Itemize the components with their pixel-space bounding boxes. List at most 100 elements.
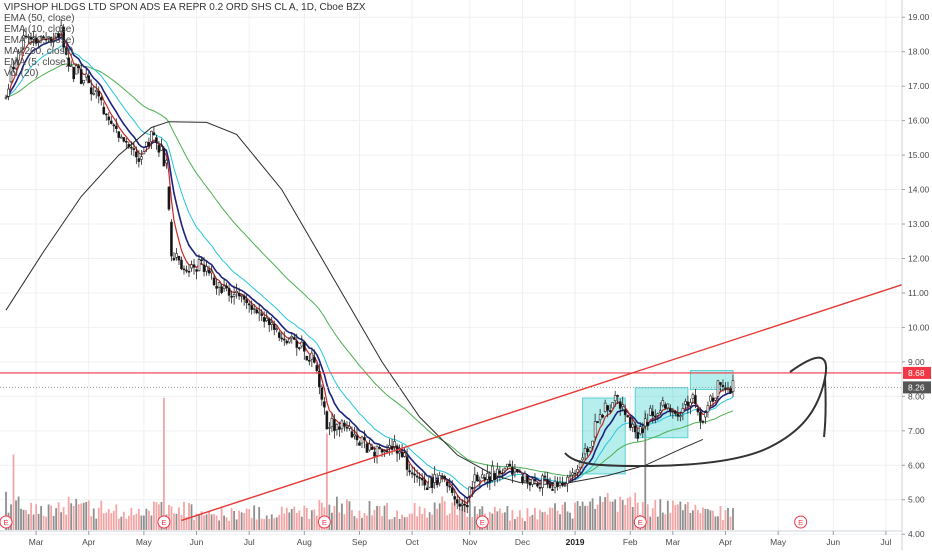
candle-body[interactable] [498, 470, 502, 474]
earnings-marker[interactable] [157, 515, 171, 529]
candle-body[interactable] [648, 407, 652, 416]
candle-body[interactable] [643, 418, 647, 427]
candle-body[interactable] [606, 405, 609, 411]
candle-body[interactable] [120, 136, 123, 139]
candle-body[interactable] [335, 424, 339, 431]
candle-body[interactable] [370, 446, 374, 450]
candle-body[interactable] [142, 151, 146, 155]
candle-body[interactable] [664, 404, 667, 409]
candle-body[interactable] [42, 36, 45, 39]
candle-body[interactable] [684, 401, 687, 405]
candle-body[interactable] [177, 255, 181, 261]
candle-body[interactable] [47, 36, 50, 39]
candle-body[interactable] [651, 411, 655, 417]
candle-body[interactable] [666, 403, 670, 409]
candle-body[interactable] [308, 359, 311, 362]
candle-body[interactable] [714, 397, 717, 401]
candle-body[interactable] [463, 503, 467, 506]
candle-body[interactable] [448, 485, 452, 488]
candle-body[interactable] [152, 132, 156, 136]
candle-body[interactable] [150, 130, 153, 142]
candle-body[interactable] [694, 395, 697, 404]
candle-body[interactable] [287, 338, 291, 343]
candle-body[interactable] [533, 479, 537, 482]
candle-body[interactable] [428, 477, 431, 488]
candle-body[interactable] [267, 318, 271, 326]
candle-body[interactable] [623, 409, 627, 416]
candle-body[interactable] [400, 451, 404, 458]
candle-body[interactable] [22, 35, 25, 49]
candle-body[interactable] [205, 266, 208, 272]
candle-body[interactable] [375, 445, 379, 456]
candle-body[interactable] [104, 113, 108, 116]
candle-body[interactable] [363, 437, 366, 441]
earnings-marker[interactable] [0, 515, 13, 529]
candle-body[interactable] [24, 35, 28, 38]
candle-body[interactable] [483, 477, 487, 481]
candle-body[interactable] [127, 144, 131, 148]
candle-body[interactable] [232, 294, 236, 297]
candle-body[interactable] [87, 75, 91, 84]
candle-body[interactable] [77, 65, 80, 68]
candle-body[interactable] [285, 340, 289, 344]
candle-body[interactable] [473, 474, 477, 483]
candle-body[interactable] [526, 475, 529, 483]
candle-body[interactable] [130, 146, 133, 149]
candle-body[interactable] [295, 340, 299, 348]
candle-body[interactable] [137, 158, 141, 162]
candle-body[interactable] [338, 426, 341, 430]
candle-body[interactable] [222, 285, 226, 290]
earnings-marker[interactable] [475, 515, 489, 529]
candle-body[interactable] [368, 443, 371, 451]
candle-body[interactable] [546, 479, 549, 485]
candle-body[interactable] [408, 470, 411, 473]
candle-body[interactable] [465, 505, 469, 508]
candle-body[interactable] [626, 415, 630, 418]
candle-body[interactable] [611, 402, 614, 409]
candle-body[interactable] [576, 468, 579, 473]
candle-body[interactable] [333, 419, 336, 432]
candle-body[interactable] [681, 408, 685, 413]
candle-body[interactable] [165, 159, 168, 164]
candle-body[interactable] [701, 421, 705, 423]
candle-body[interactable] [686, 401, 690, 407]
candle-body[interactable] [671, 410, 675, 413]
candle-body[interactable] [92, 93, 96, 95]
candle-body[interactable] [709, 395, 712, 402]
candle-body[interactable] [217, 282, 221, 288]
candle-body[interactable] [210, 270, 213, 274]
candle-body[interactable] [403, 452, 406, 457]
candle-body[interactable] [573, 472, 577, 475]
candle-body[interactable] [345, 426, 349, 429]
candle-body[interactable] [711, 397, 715, 402]
candle-body[interactable] [175, 253, 178, 258]
candle-body[interactable] [405, 456, 409, 470]
candle-body[interactable] [180, 259, 183, 270]
candle-body[interactable] [358, 442, 361, 446]
candle-body[interactable] [621, 404, 624, 407]
candle-body[interactable] [445, 481, 449, 487]
candle-body[interactable] [29, 37, 33, 40]
candle-body[interactable] [518, 471, 522, 473]
candle-body[interactable] [225, 285, 228, 289]
candle-body[interactable] [603, 402, 607, 412]
candle-body[interactable] [380, 449, 384, 453]
candle-body[interactable] [162, 148, 166, 167]
candle-body[interactable] [676, 413, 680, 417]
candle-body[interactable] [511, 466, 514, 475]
candle-body[interactable] [125, 141, 128, 143]
candle-body[interactable] [578, 462, 582, 469]
candle-body[interactable] [729, 388, 732, 394]
candle-body[interactable] [265, 317, 269, 321]
candle-body[interactable] [79, 69, 83, 85]
candle-body[interactable] [9, 66, 13, 83]
candle-body[interactable] [202, 264, 206, 272]
candle-body[interactable] [348, 425, 351, 429]
candle-body[interactable] [553, 480, 557, 489]
candle-body[interactable] [17, 51, 20, 61]
candle-body[interactable] [541, 475, 544, 488]
candle-body[interactable] [275, 328, 279, 331]
candle-body[interactable] [252, 308, 256, 310]
candle-body[interactable] [719, 382, 722, 385]
